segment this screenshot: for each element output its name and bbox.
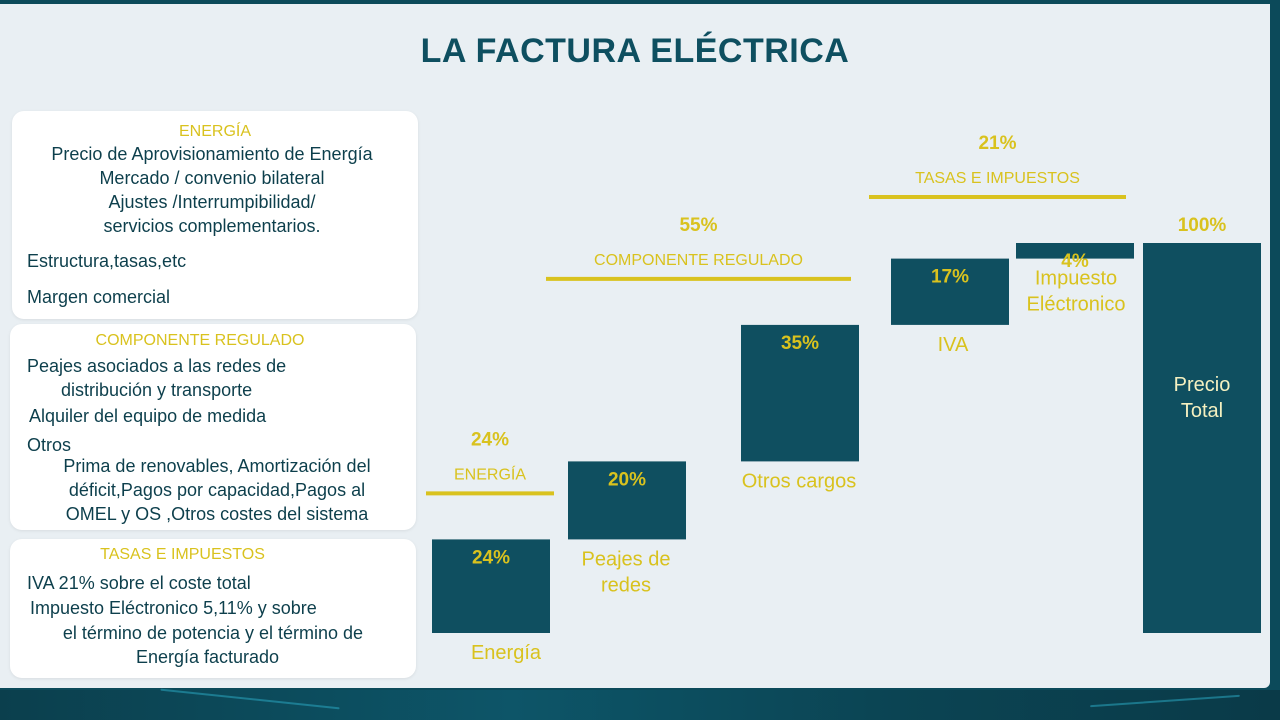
category-label: Energía (471, 642, 542, 664)
tasas-card-line: el término de potencia y el término de (62, 623, 364, 643)
bar (891, 258, 1009, 325)
energia-card-heading: ENERGÍA (178, 123, 251, 140)
energia-card-line: Mercado / convenio bilateral (99, 168, 325, 188)
bar (1016, 243, 1134, 259)
bar-value-label: 20% (608, 469, 646, 490)
bar (568, 461, 686, 540)
category-label: Precio (1174, 374, 1231, 396)
group-name: TASAS E IMPUESTOS (915, 170, 1080, 187)
energia-card-line: Precio de Aprovisionamiento de Energía (51, 144, 373, 164)
group-name: COMPONENTE REGULADO (594, 252, 803, 269)
regulado-card-line: Peajes asociados a las redes de (27, 356, 287, 376)
regulado-card-line: distribución y transporte (61, 380, 253, 400)
bar-value-label: 17% (931, 267, 969, 288)
bottom-decoration (0, 688, 1280, 720)
regulado-card-line: Prima de renovables, Amortización del (63, 456, 371, 476)
tasas-card: TASAS E IMPUESTOS IVA 21% sobre el coste… (10, 539, 416, 678)
energia-card-line: Ajustes /Interrumpibilidad/ (108, 192, 316, 212)
energia-card-line: servicios complementarios. (103, 216, 321, 236)
regulado-card-line: déficit,Pagos por capacidad,Pagos al (68, 480, 366, 500)
category-label: Impuesto (1035, 268, 1117, 290)
regulado-card-line: Otros (27, 435, 72, 455)
tasas-card-line: IVA 21% sobre el coste total (27, 573, 251, 593)
tasas-card-heading: TASAS E IMPUESTOS (100, 546, 265, 563)
energia-card-line: Margen comercial (27, 287, 171, 307)
regulado-card-line: OMEL y OS ,Otros costes del sistema (65, 504, 369, 524)
slide: LA FACTURA ELÉCTRICA ENERGÍA Precio de A… (0, 4, 1270, 688)
bar (432, 539, 550, 633)
regulado-card-line: Alquiler del equipo de medida (29, 406, 267, 426)
tasas-card-line: Impuesto Eléctronico 5,11% y sobre (30, 598, 317, 618)
energia-card: ENERGÍA Precio de Aprovisionamiento de E… (12, 111, 418, 319)
bar (1143, 243, 1261, 633)
category-label: Otros cargos (742, 470, 856, 492)
bar (741, 324, 859, 462)
regulado-card: COMPONENTE REGULADO Peajes asociados a l… (10, 324, 416, 530)
group-name: ENERGÍA (454, 464, 526, 483)
group-value-label: 24% (471, 429, 509, 450)
category-label: Peajes de (582, 548, 671, 570)
category-label: Total (1181, 400, 1223, 422)
bar-value-label: 24% (472, 547, 510, 568)
category-label: IVA (938, 334, 969, 356)
bar-value-label: 4% (1061, 251, 1089, 272)
regulado-card-heading: COMPONENTE REGULADO (95, 332, 305, 349)
category-label: Eléctronico (1027, 294, 1126, 316)
group-value-label: 21% (978, 133, 1016, 154)
group-value-label: 55% (679, 215, 717, 236)
category-label: redes (601, 574, 651, 596)
tasas-card-line: Energía facturado (135, 647, 280, 667)
energia-card-line: Estructura,tasas,etc (27, 251, 187, 271)
bar-value-label: 35% (781, 333, 819, 354)
bar-value-label: 100% (1178, 215, 1227, 236)
page-title: LA FACTURA ELÉCTRICA (420, 32, 850, 70)
